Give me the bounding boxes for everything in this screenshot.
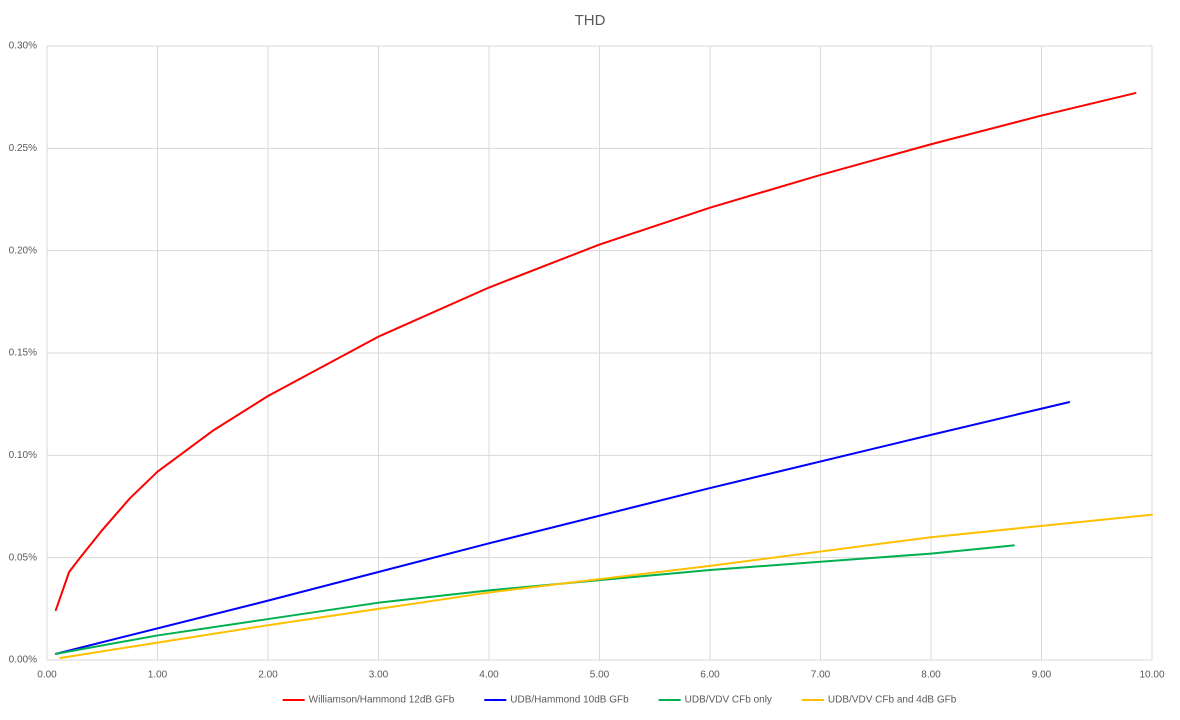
x-tick-label: 10.00 (1139, 670, 1164, 681)
y-tick-label: 0.15% (9, 348, 37, 359)
y-tick-label: 0.00% (9, 655, 37, 666)
chart-title: THD (575, 12, 606, 29)
y-tick-label: 0.05% (9, 552, 37, 563)
legend-label: Williamson/Hammond 12dB GFb (309, 695, 455, 706)
legend-label: UDB/Hammond 10dB GFb (510, 695, 629, 706)
x-tick-label: 3.00 (369, 670, 389, 681)
y-tick-label: 0.30% (9, 41, 37, 52)
x-tick-label: 2.00 (258, 670, 278, 681)
x-tick-label: 1.00 (148, 670, 168, 681)
legend-label: UDB/VDV CFb only (685, 695, 772, 706)
y-tick-label: 0.20% (9, 245, 37, 256)
x-tick-label: 8.00 (921, 670, 941, 681)
x-tick-label: 9.00 (1032, 670, 1052, 681)
series-line (54, 92, 1137, 612)
legend-label: UDB/VDV CFb and 4dB GFb (828, 695, 957, 706)
x-tick-label: 0.00 (37, 670, 57, 681)
y-tick-label: 0.25% (9, 143, 37, 154)
x-tick-label: 7.00 (811, 670, 831, 681)
x-tick-label: 5.00 (590, 670, 610, 681)
x-tick-label: 6.00 (700, 670, 720, 681)
series-line (54, 401, 1071, 655)
y-tick-label: 0.10% (9, 450, 37, 461)
x-tick-label: 4.00 (479, 670, 499, 681)
series-line (59, 513, 1153, 659)
